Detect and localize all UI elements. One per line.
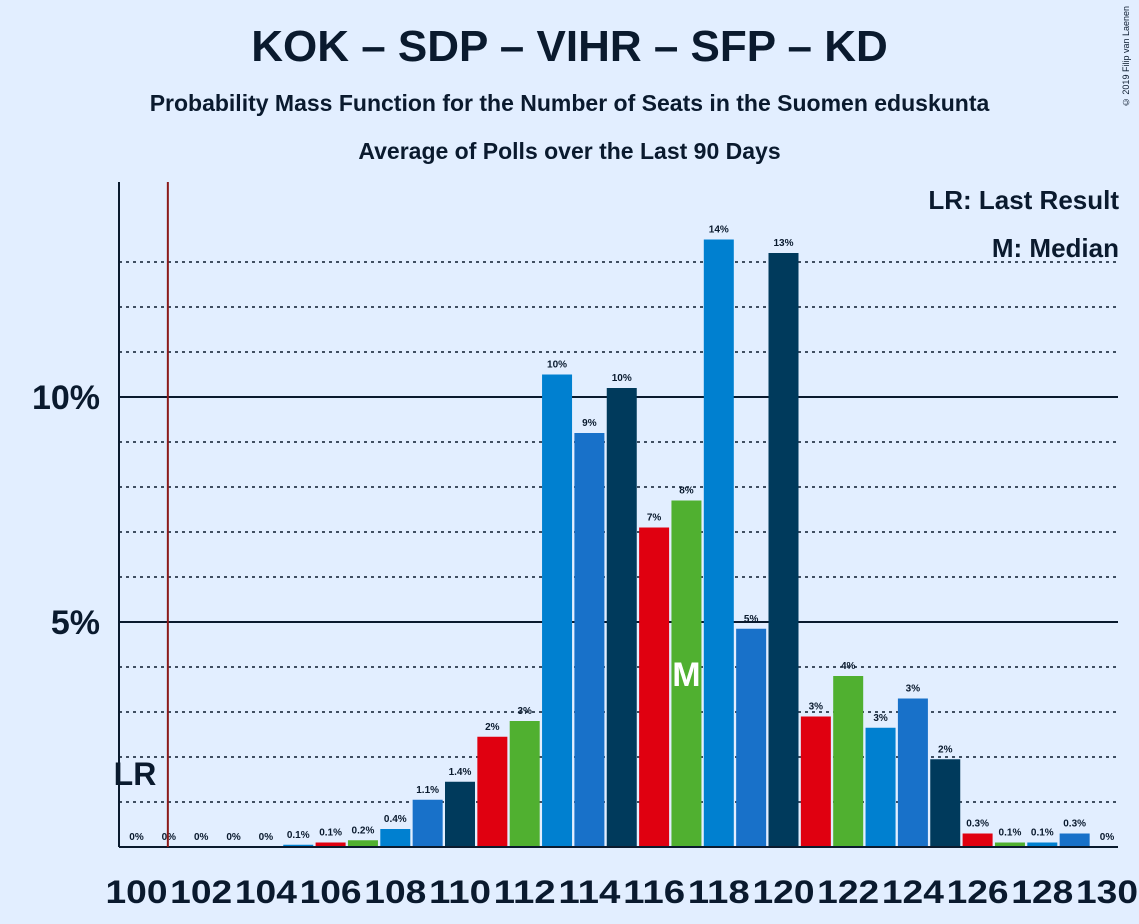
bar — [703, 239, 734, 847]
bar — [380, 829, 411, 847]
bar — [477, 736, 508, 847]
last-result-label: LR — [114, 756, 157, 792]
median-marker: M — [672, 656, 700, 694]
bar-value-label: 2% — [485, 722, 500, 733]
bar-value-label: 8% — [679, 486, 694, 497]
bar-value-label: 0% — [1100, 832, 1115, 843]
bar — [509, 721, 540, 847]
bar — [1059, 833, 1090, 847]
x-tick-label: 122 — [817, 874, 879, 910]
bar-value-label: 0.4% — [384, 814, 407, 825]
bar-value-label: 0.1% — [1031, 828, 1054, 839]
x-tick-label: 106 — [300, 874, 362, 910]
bar-value-label: 10% — [612, 373, 632, 384]
bar — [671, 500, 702, 847]
bar — [639, 527, 670, 847]
x-tick-label: 116 — [623, 874, 685, 910]
bar — [606, 388, 637, 847]
bar-value-label: 0.3% — [966, 819, 989, 830]
legend-median: M: Median — [991, 233, 1119, 263]
x-tick-label: 120 — [753, 874, 815, 910]
bar-value-label: 3% — [809, 702, 824, 713]
bar — [1027, 842, 1058, 847]
chart-title: KOK – SDP – VIHR – SFP – KD — [251, 22, 888, 71]
bar-value-label: 0.1% — [999, 828, 1022, 839]
bar-value-label: 0.1% — [287, 830, 310, 841]
x-tick-label: 118 — [688, 874, 750, 910]
bar — [736, 628, 767, 847]
bar-value-label: 0% — [226, 832, 241, 843]
x-tick-label: 130 — [1076, 874, 1138, 910]
x-tick-label: 112 — [494, 874, 556, 910]
chart-subtitle-secondary: Average of Polls over the Last 90 Days — [358, 138, 781, 164]
bar-value-label: 0.2% — [352, 825, 375, 836]
x-tick-label: 128 — [1011, 874, 1073, 910]
bar-value-label: 3% — [517, 706, 532, 717]
bar-value-label: 5% — [744, 614, 759, 625]
bar-value-label: 3% — [906, 684, 921, 695]
bar — [445, 781, 475, 847]
bar-value-label: 3% — [873, 713, 888, 724]
x-tick-label: 104 — [235, 874, 297, 910]
bar — [897, 698, 928, 847]
bar — [800, 716, 831, 847]
bar-value-label: 10% — [547, 360, 567, 371]
y-tick-label: 5% — [51, 604, 100, 642]
x-tick-label: 110 — [429, 874, 491, 910]
bar — [347, 840, 378, 847]
bar-value-label: 4% — [841, 661, 856, 672]
x-tick-label: 126 — [947, 874, 1009, 910]
bar — [994, 842, 1025, 847]
bar — [283, 844, 314, 847]
bar — [962, 833, 993, 847]
bar-value-label: 13% — [773, 238, 793, 249]
bar — [315, 842, 346, 847]
x-tick-label: 114 — [558, 874, 620, 910]
bar — [930, 759, 961, 847]
bar-value-label: 1.1% — [416, 785, 439, 796]
bar-value-label: 0% — [259, 832, 274, 843]
bar — [833, 676, 864, 847]
bar-value-label: 14% — [709, 225, 729, 236]
legend-last-result: LR: Last Result — [928, 185, 1119, 215]
bar-value-label: 7% — [647, 513, 662, 524]
x-tick-label: 124 — [882, 874, 944, 910]
x-tick-label: 108 — [364, 874, 426, 910]
bar — [542, 374, 573, 847]
bar-value-label: 2% — [938, 744, 953, 755]
x-tick-label: 102 — [170, 874, 232, 910]
chart-subtitle: Probability Mass Function for the Number… — [149, 90, 990, 116]
y-tick-label: 10% — [32, 379, 100, 417]
bar-value-label: 9% — [582, 418, 597, 429]
x-tick-label: 100 — [106, 874, 168, 910]
bar — [768, 253, 799, 847]
bar — [865, 727, 896, 847]
bar-value-label: 1.4% — [449, 767, 472, 778]
bar-value-label: 0% — [129, 832, 144, 843]
bar — [574, 433, 605, 847]
bar-value-label: 0.1% — [319, 828, 342, 839]
bar-value-label: 0% — [194, 832, 209, 843]
bar-value-label: 0% — [162, 832, 177, 843]
bar-value-label: 0.3% — [1063, 819, 1086, 830]
bar — [412, 799, 443, 847]
